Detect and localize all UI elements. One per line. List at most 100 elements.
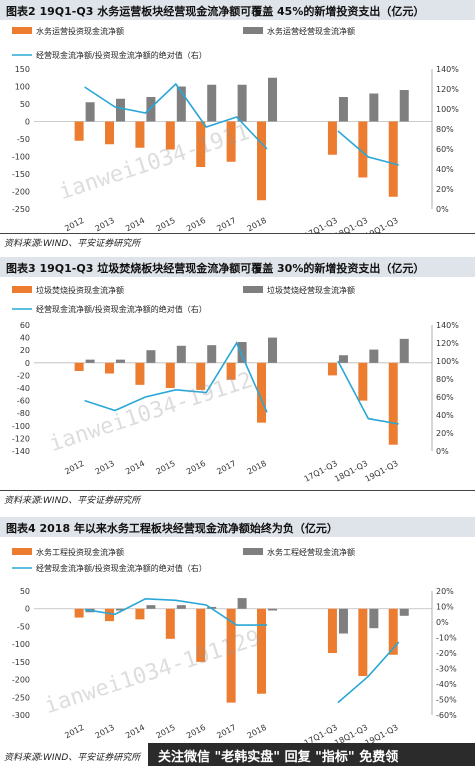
left-tick-label: -200 bbox=[12, 188, 30, 197]
bar bbox=[399, 338, 409, 363]
chart-title: 图表2 19Q1-Q3 水务运营板块经营现金流净额可覆盖 45%的新增投资支出（… bbox=[6, 5, 425, 18]
bar bbox=[268, 608, 278, 611]
category-label: 2018 bbox=[246, 723, 268, 741]
source-divider bbox=[0, 233, 475, 234]
category-label: 2012 bbox=[63, 459, 85, 477]
legend-swatch bbox=[12, 548, 32, 555]
right-tick-label: 60% bbox=[436, 393, 454, 402]
legend-swatch bbox=[12, 286, 32, 293]
category-label: 2017 bbox=[215, 723, 237, 741]
bar bbox=[388, 121, 398, 197]
right-tick-label: -50% bbox=[436, 696, 457, 705]
left-tick-label: 100 bbox=[15, 83, 30, 92]
bar bbox=[399, 608, 409, 616]
chart-panel-1: 图表2 19Q1-Q3 水务运营板块经营现金流净额可覆盖 45%的新增投资支出（… bbox=[0, 0, 475, 256]
left-tick-label: -20 bbox=[17, 371, 30, 380]
bar bbox=[338, 355, 348, 363]
bar bbox=[268, 77, 278, 122]
bar bbox=[196, 608, 206, 662]
category-label: 2012 bbox=[63, 216, 85, 234]
chart-title-bar: 图表2 19Q1-Q3 水务运营板块经营现金流净额可覆盖 45%的新增投资支出（… bbox=[0, 0, 475, 20]
bar bbox=[176, 605, 186, 609]
category-label: 2016 bbox=[185, 216, 207, 234]
left-tick-label: -50 bbox=[17, 622, 30, 631]
chart-1-svg: 水务运营投资现金流净额 水务运营经营现金流净额经营现金流净额/投资现金流净额的绝对… bbox=[12, 26, 459, 234]
chart-title-bar: 图表3 19Q1-Q3 垃圾焚烧板块经营现金流净额可覆盖 30%的新增投资支出（… bbox=[0, 257, 475, 277]
chart-title: 图表4 2018 年以来水务工程板块经营现金流净额始终为负（亿元） bbox=[6, 522, 338, 535]
left-tick-label: 20 bbox=[20, 346, 30, 355]
bar bbox=[196, 362, 206, 390]
ratio-line bbox=[337, 130, 399, 166]
left-tick-label: 0 bbox=[25, 118, 30, 127]
bar bbox=[116, 359, 126, 363]
left-tick-label: -100 bbox=[12, 422, 30, 431]
bar bbox=[176, 345, 186, 363]
left-tick-label: 40 bbox=[20, 334, 30, 343]
category-label: 2015 bbox=[155, 723, 177, 741]
legend-label: 经营现金流净额/投资现金流净额的绝对值（右） bbox=[36, 304, 207, 314]
category-label: 2017 bbox=[215, 459, 237, 477]
bar bbox=[237, 84, 247, 122]
source-note: 资料来源:WIND、平安证券研究所 bbox=[4, 753, 141, 763]
right-tick-label: 40% bbox=[436, 165, 454, 174]
bar bbox=[135, 121, 145, 148]
right-tick-label: 0% bbox=[436, 447, 449, 456]
bar bbox=[388, 608, 398, 655]
category-label: 18Q1-Q3 bbox=[333, 459, 369, 484]
legend-label: 水务工程投资现金流净额 bbox=[36, 547, 124, 557]
bar bbox=[226, 362, 236, 380]
bar bbox=[338, 608, 348, 634]
left-tick-label: -140 bbox=[12, 447, 30, 456]
bar bbox=[369, 349, 379, 363]
left-tick-label: -250 bbox=[12, 205, 30, 214]
left-tick-label: -250 bbox=[12, 693, 30, 702]
legend-swatch bbox=[243, 286, 263, 293]
left-tick-label: 0 bbox=[25, 605, 30, 614]
left-tick-label: -100 bbox=[12, 640, 30, 649]
bar bbox=[327, 121, 337, 155]
right-tick-label: 140% bbox=[436, 65, 459, 74]
bar bbox=[116, 608, 126, 611]
bar bbox=[165, 608, 175, 639]
left-tick-label: 150 bbox=[15, 65, 30, 74]
bar bbox=[74, 121, 84, 141]
source-divider bbox=[0, 490, 475, 491]
left-tick-label: -150 bbox=[12, 170, 30, 179]
bar bbox=[369, 93, 379, 122]
ratio-line bbox=[337, 360, 399, 425]
category-label: 2015 bbox=[155, 459, 177, 477]
ratio-line bbox=[84, 597, 267, 626]
bar bbox=[176, 86, 186, 122]
chart-2-svg: 垃圾焚烧投资现金流净额 垃圾焚烧经营现金流净额经营现金流净额/投资现金流净额的绝对… bbox=[12, 285, 459, 484]
category-label: 2012 bbox=[63, 723, 85, 741]
bar bbox=[358, 362, 368, 401]
left-tick-label: -100 bbox=[12, 153, 30, 162]
category-label: 18Q1-Q3 bbox=[333, 216, 369, 234]
source-note: 资料来源:WIND、平安证券研究所 bbox=[4, 239, 141, 249]
source-note: 资料来源:WIND、平安证券研究所 bbox=[4, 496, 141, 506]
bar bbox=[226, 121, 236, 162]
bar bbox=[165, 362, 175, 388]
legend-label: 水务运营经营现金流净额 bbox=[267, 26, 355, 36]
bar bbox=[85, 102, 95, 122]
right-tick-label: 0% bbox=[436, 618, 449, 627]
category-label: 2014 bbox=[124, 459, 146, 477]
left-tick-label: -300 bbox=[12, 711, 30, 720]
legend-label: 垃圾焚烧投资现金流净额 bbox=[36, 285, 124, 295]
right-tick-label: 80% bbox=[436, 375, 454, 384]
right-tick-label: 120% bbox=[436, 339, 459, 348]
ratio-line bbox=[84, 341, 268, 413]
right-tick-label: 20% bbox=[436, 185, 454, 194]
category-label: 17Q1-Q3 bbox=[303, 459, 339, 484]
bar bbox=[196, 121, 206, 167]
legend-label: 经营现金流净额/投资现金流净额的绝对值（右） bbox=[36, 50, 207, 60]
bar bbox=[226, 608, 236, 703]
bar bbox=[207, 345, 217, 363]
bar bbox=[146, 97, 156, 122]
chart-title-bar: 图表4 2018 年以来水务工程板块经营现金流净额始终为负（亿元） bbox=[0, 517, 475, 537]
bar bbox=[146, 350, 156, 363]
right-tick-label: 20% bbox=[436, 429, 454, 438]
bar bbox=[74, 608, 84, 618]
right-tick-label: 100% bbox=[436, 105, 459, 114]
right-tick-label: 100% bbox=[436, 357, 459, 366]
